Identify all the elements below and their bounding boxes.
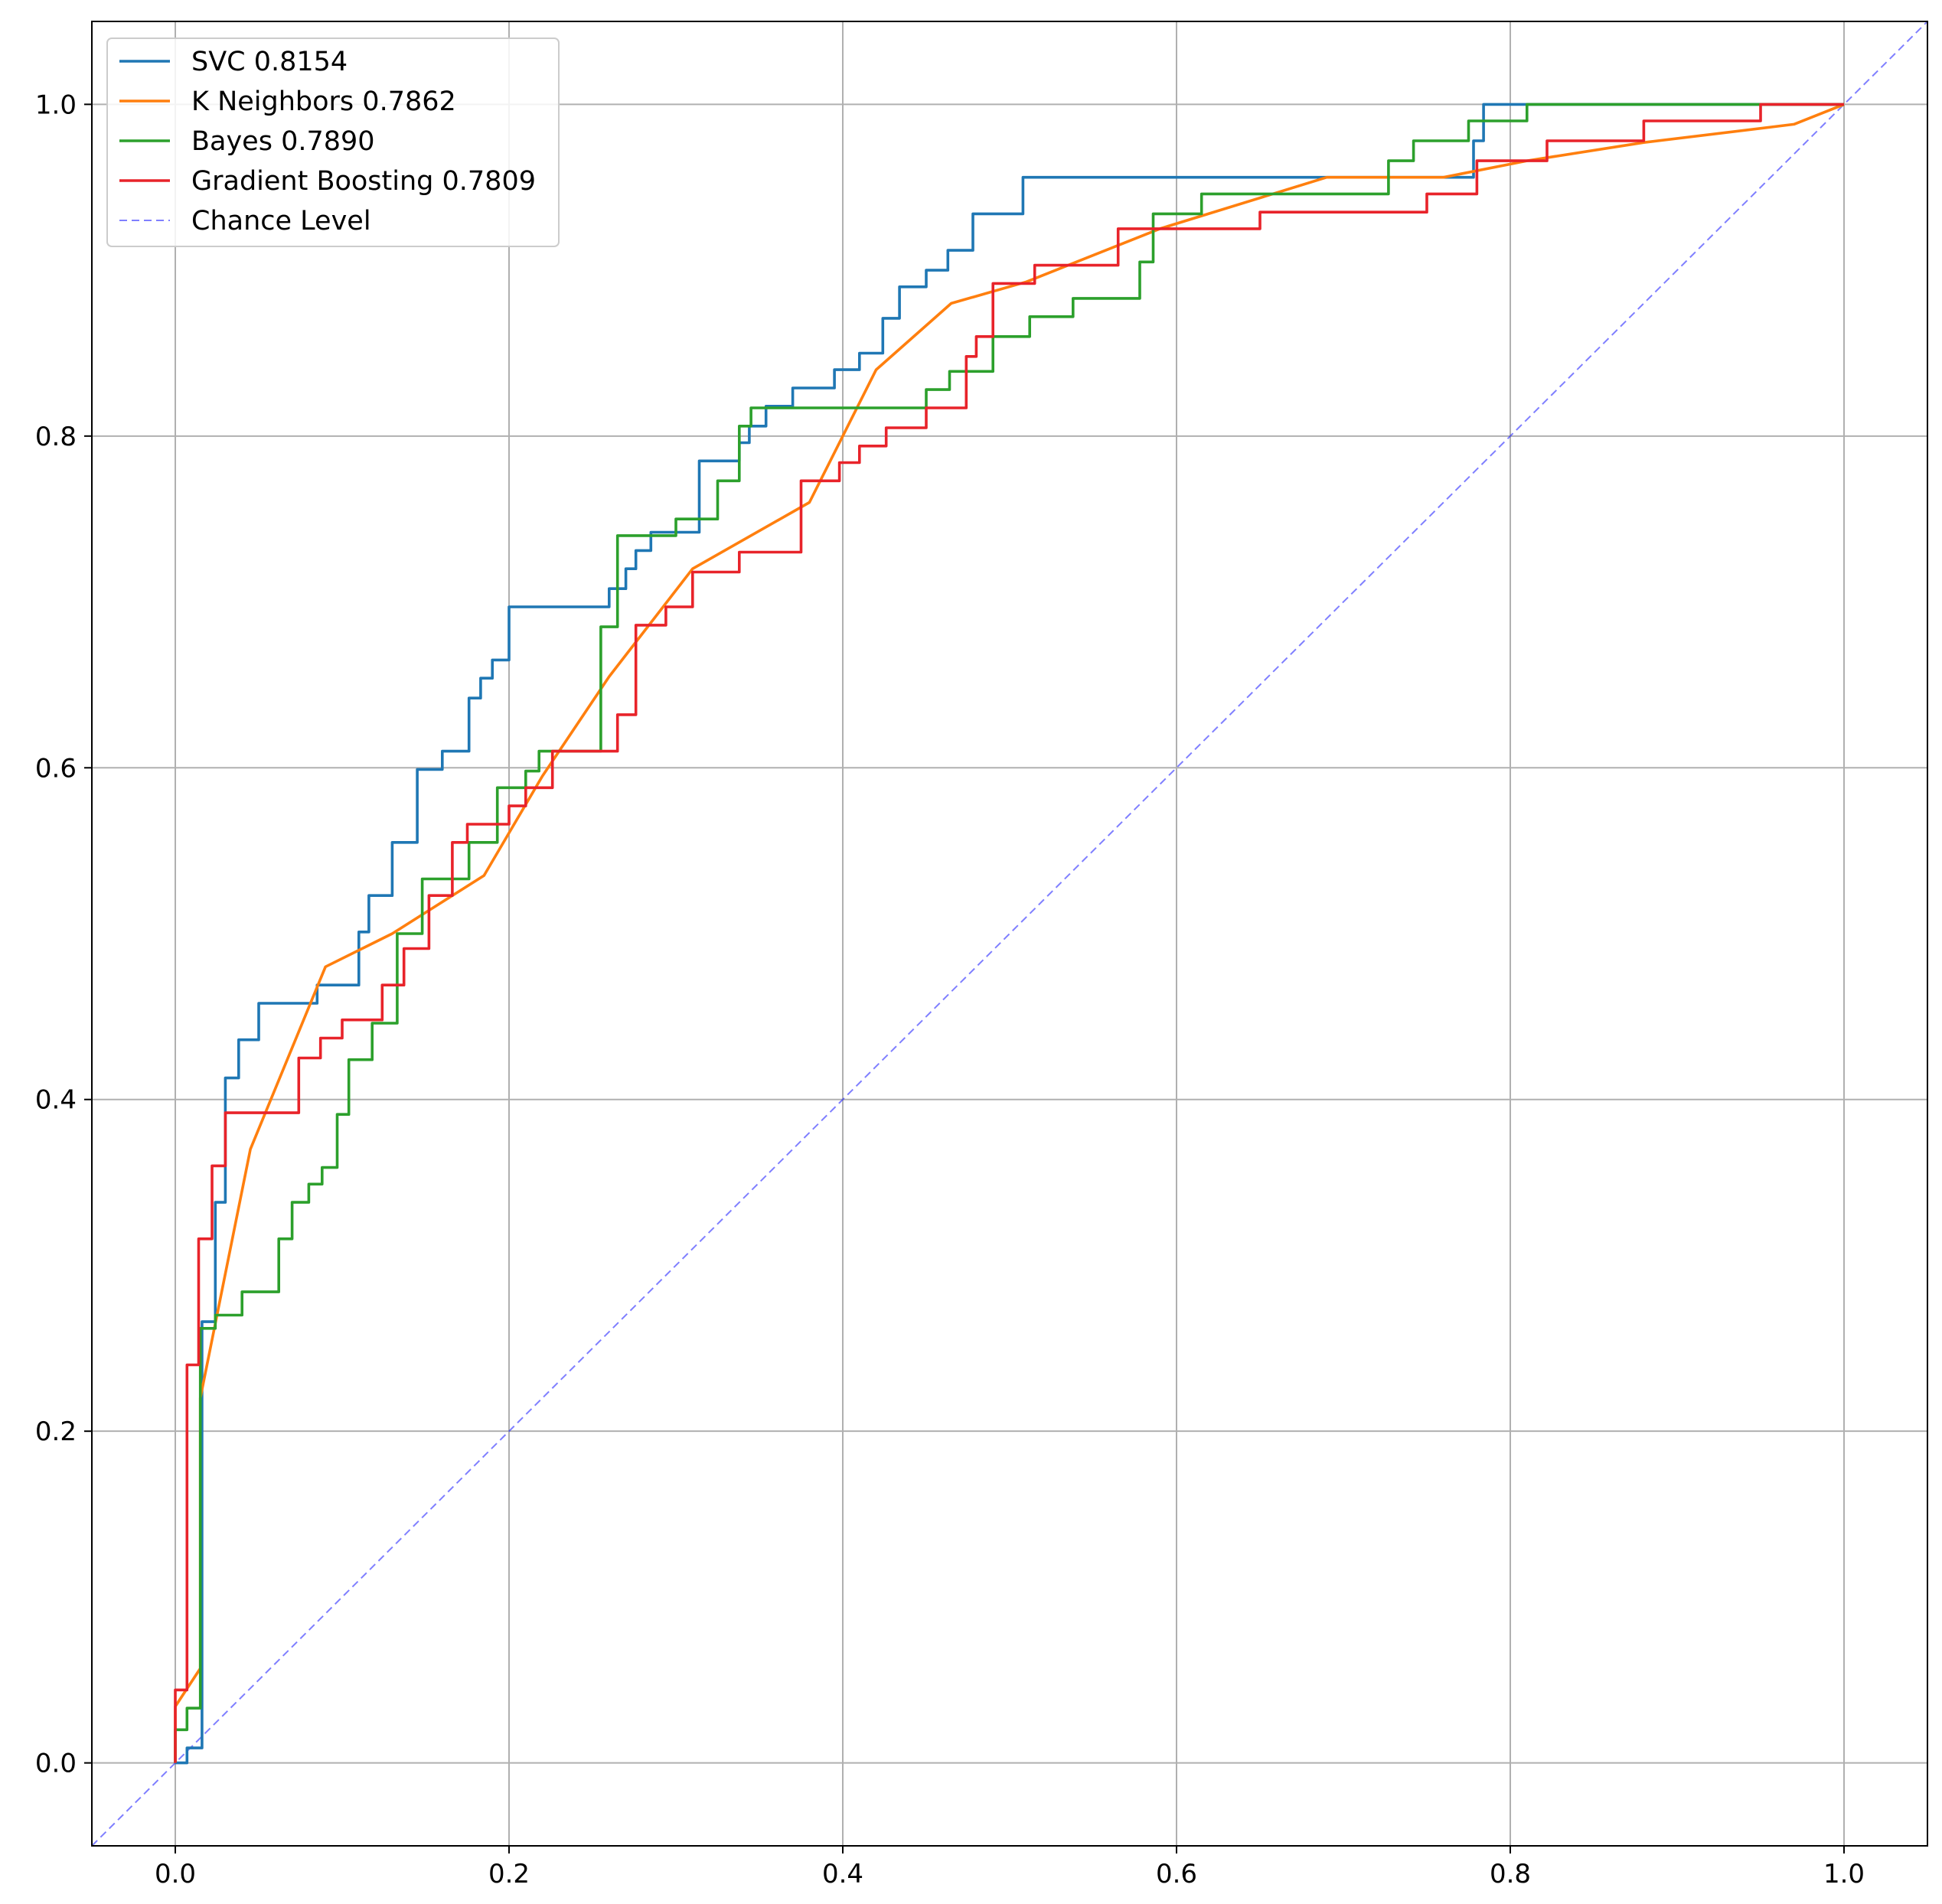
x-tick-label: 0.6 (1156, 1859, 1197, 1889)
series-line-bayes-0-7890 (174, 103, 1844, 1763)
axes-frame (91, 21, 1928, 1847)
y-tick-label: 0.8 (35, 422, 77, 452)
series-line-chance-level (91, 21, 1928, 1847)
legend-label: SVC 0.8154 (191, 47, 348, 77)
legend-label: K Neighbors 0.7862 (191, 86, 456, 117)
series-line-svc-0-8154 (175, 103, 1844, 1765)
y-tick-label: 0.0 (35, 1749, 77, 1779)
legend-box (106, 37, 560, 247)
legend-label: Bayes 0.7890 (191, 126, 375, 157)
series-line-gradient-boosting-0-7809 (174, 103, 1844, 1763)
legend-label: Gradient Boosting 0.7809 (191, 166, 536, 197)
y-tick-label: 1.0 (35, 90, 77, 120)
axis-ticks: 0.0 0.2 0.4 0.6 0.8 1.0 0.0 0.2 0.4 0.6 0.8 1.0 (35, 90, 1865, 1889)
legend: SVC 0.8154 K Neighbors 0.7862 Bayes 0.7890… (106, 37, 560, 247)
y-tick-label: 0.6 (35, 753, 77, 784)
legend-label: Chance Level (191, 206, 371, 236)
x-tick-label: 0.2 (488, 1859, 530, 1889)
x-tick-label: 0.0 (155, 1859, 196, 1889)
y-tick-label: 0.4 (35, 1085, 77, 1116)
series-layer (91, 21, 1928, 1847)
x-tick-label: 0.8 (1490, 1859, 1531, 1889)
y-tick-label: 0.2 (35, 1417, 77, 1447)
x-tick-label: 1.0 (1823, 1859, 1865, 1889)
x-tick-label: 0.4 (822, 1859, 863, 1889)
series-line-k-neighbors-0-7862 (174, 103, 1845, 1763)
